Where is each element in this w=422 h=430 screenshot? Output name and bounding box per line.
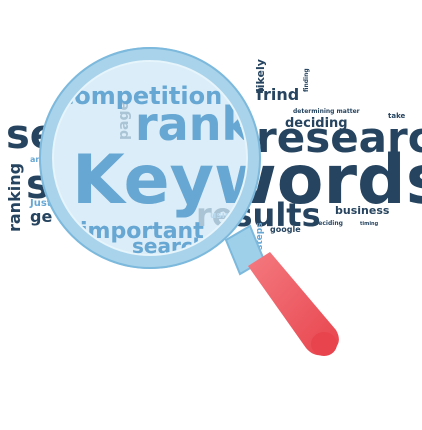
- word-business: business: [335, 204, 390, 217]
- word-just: Just: [29, 198, 52, 209]
- lens: [46, 54, 254, 262]
- word-likely: likely: [254, 59, 267, 92]
- magnified-important: important: [80, 219, 204, 244]
- word-google: google: [270, 225, 301, 234]
- magnified-competition: competition: [60, 82, 222, 110]
- word-timing: timing: [360, 221, 379, 227]
- lens-ring: [39, 47, 261, 269]
- handle: [224, 224, 339, 356]
- word-research: research: [256, 113, 422, 162]
- word-steps: steps: [255, 222, 265, 250]
- word-ranking: ranking: [5, 163, 24, 232]
- word-frind: frind: [256, 85, 299, 104]
- magnified-keywords: Keywords: [72, 141, 422, 220]
- magnified-words: Keywords rank competition important sear…: [46, 82, 422, 258]
- word-any: any: [30, 155, 47, 164]
- word-ge: ge: [30, 207, 52, 226]
- word-take: take: [388, 112, 406, 120]
- word-deciding-small: deciding: [314, 220, 343, 227]
- word-determining: determining matter: [293, 108, 360, 115]
- magnifying-glass-icon: Keywords rank competition important sear…: [39, 47, 422, 356]
- word-deciding: deciding: [285, 116, 348, 131]
- word-finding: finding: [303, 68, 310, 92]
